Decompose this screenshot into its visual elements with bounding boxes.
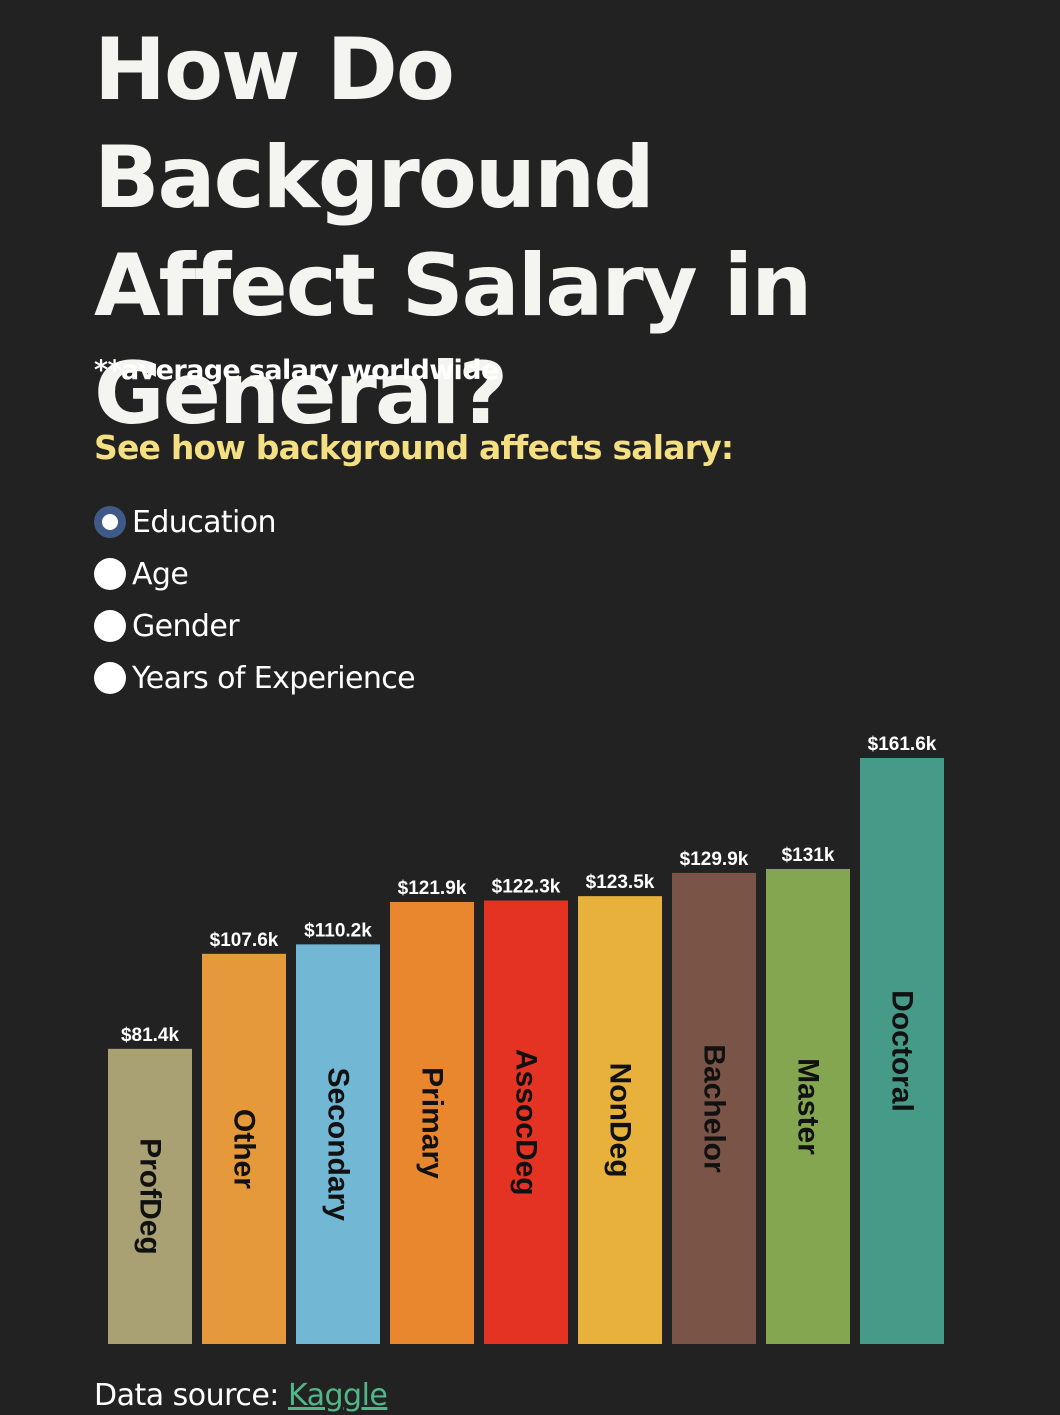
bar-category-label-other: Other [228, 1109, 261, 1189]
bar-value-label-master: $131k [782, 845, 835, 866]
bar-category-label-secondary: Secondary [322, 1067, 355, 1221]
bar-secondary [296, 944, 380, 1344]
data-source: Data source: Kaggle [94, 1378, 388, 1413]
radio-option-age[interactable]: Age [94, 548, 415, 600]
bar-value-label-profdeg: $81.4k [121, 1025, 180, 1046]
radio-label-gender: Gender [132, 608, 240, 644]
bar-value-label-doctoral: $161.6k [868, 734, 937, 755]
salary-bar-chart: $81.4k ProfDeg $107.6k Other $110.2k Secondar… [108, 734, 944, 1344]
bar-doctoral [860, 758, 944, 1344]
radio-label-age: Age [132, 556, 189, 592]
radio-button-gender[interactable] [94, 610, 126, 642]
bar-bachelor [672, 872, 756, 1344]
bar-nondeg [578, 896, 662, 1344]
bar-value-label-bachelor: $129.9k [680, 849, 749, 870]
kaggle-link[interactable]: Kaggle [287, 1378, 388, 1413]
radio-label-years-of-experience: Years of Experience [132, 660, 416, 696]
bar-value-label-assocdeg: $122.3k [492, 877, 561, 898]
radio-option-education[interactable]: Education [94, 496, 415, 548]
radio-button-years-of-experience[interactable] [94, 662, 126, 694]
bar-assocdeg [484, 900, 568, 1344]
selector-prompt: See how background affects salary: [94, 428, 734, 467]
bar-value-label-primary: $121.9k [398, 878, 467, 899]
bar-category-label-nondeg: NonDeg [604, 1063, 637, 1178]
bar-primary [390, 901, 474, 1344]
bar-other [202, 953, 286, 1344]
radio-label-education: Education [132, 504, 277, 540]
data-source-label: Data source: [94, 1378, 279, 1413]
bar-category-label-profdeg: ProfDeg [134, 1138, 167, 1255]
page-title: How Do Background Affect Salary in Gener… [94, 20, 812, 444]
bar-category-label-master: Master [792, 1058, 825, 1155]
background-radio-group: Education Age Gender Years of Experience [94, 496, 416, 704]
bar-category-label-bachelor: Bachelor [698, 1044, 731, 1173]
subtitle: **average salary worldwide [94, 355, 499, 386]
bar-profdeg [108, 1048, 192, 1344]
bar-category-label-doctoral: Doctoral [886, 990, 919, 1112]
bar-value-label-secondary: $110.2k [304, 920, 372, 941]
bar-category-label-assocdeg: AssocDeg [510, 1049, 543, 1196]
bar-value-label-nondeg: $123.5k [586, 872, 655, 893]
bar-master [766, 868, 850, 1344]
bar-value-label-other: $107.6k [210, 930, 279, 951]
radio-option-years-of-experience[interactable]: Years of Experience [94, 652, 416, 704]
bar-category-label-primary: Primary [416, 1067, 449, 1179]
radio-button-age[interactable] [94, 558, 126, 590]
radio-button-education[interactable] [94, 506, 126, 538]
radio-option-gender[interactable]: Gender [94, 600, 415, 652]
